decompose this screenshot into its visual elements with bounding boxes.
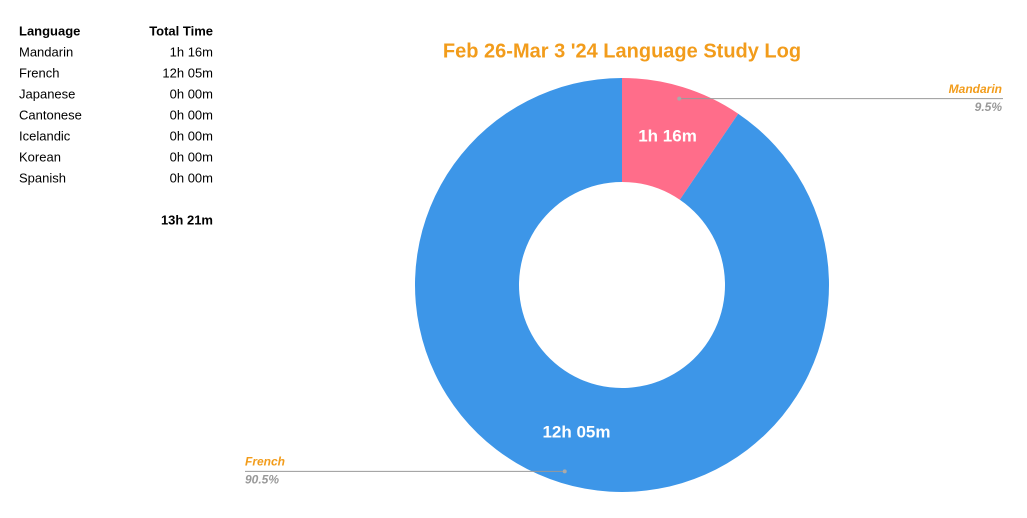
donut-slice (415, 78, 829, 492)
header-cell: Language (19, 23, 80, 38)
time-cell: 1h 16m (170, 44, 213, 59)
chart-title: Feb 26-Mar 3 '24 Language Study Log (443, 40, 801, 62)
time-cell: 0h 00m (170, 86, 213, 101)
legend-label: Mandarin (949, 82, 1002, 96)
time-cell: 0h 00m (170, 107, 213, 122)
time-cell: 0h 00m (170, 149, 213, 164)
percent-label: 9.5% (975, 100, 1003, 114)
language-cell: Icelandic (19, 128, 71, 143)
slice-label: 12h 05m (542, 423, 610, 442)
language-cell: Spanish (19, 170, 66, 185)
callout-dot (677, 96, 682, 101)
legend-label: French (245, 455, 285, 469)
slice-label: 1h 16m (638, 126, 697, 145)
time-cell: 0h 00m (170, 128, 213, 143)
language-cell: Korean (19, 149, 61, 164)
time-cell: 12h 05m (162, 65, 213, 80)
language-cell: Mandarin (19, 44, 73, 59)
callout-dot (562, 469, 567, 474)
total-cell: 13h 21m (161, 212, 213, 227)
time-cell: 0h 00m (170, 170, 213, 185)
header-cell: Total Time (149, 23, 213, 38)
donut-slice (622, 78, 739, 200)
percent-label: 90.5% (245, 473, 279, 487)
language-cell: Japanese (19, 86, 75, 101)
language-cell: Cantonese (19, 107, 82, 122)
language-cell: French (19, 65, 59, 80)
